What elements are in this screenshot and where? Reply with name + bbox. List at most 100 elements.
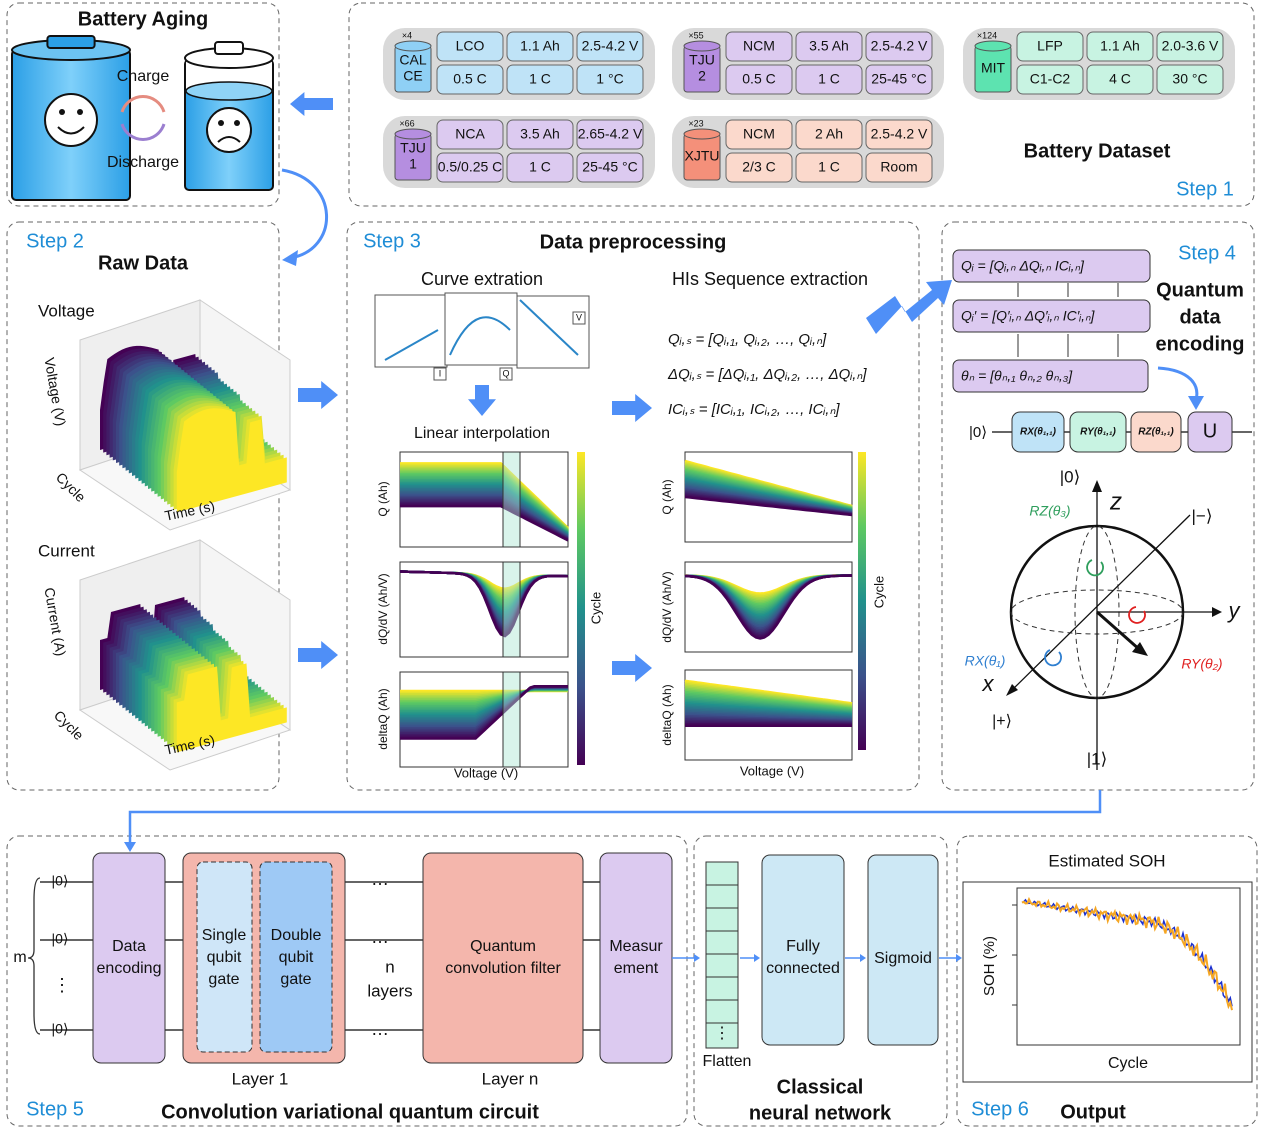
dataset-cell-text: 4 C xyxy=(1109,71,1131,87)
label: Classical xyxy=(777,1076,864,1098)
arrow xyxy=(612,394,652,422)
axis xyxy=(1009,514,1191,693)
dataset-cell-text: LCO xyxy=(456,38,485,54)
circuit-block xyxy=(92,852,166,1064)
flatten-cell xyxy=(705,884,739,909)
curve-tag xyxy=(499,367,513,381)
plot-curve xyxy=(684,495,853,517)
dataset-cell-text: NCA xyxy=(455,126,485,142)
dataset-cell xyxy=(506,152,574,183)
flatten-cell xyxy=(705,907,739,932)
label: Double xyxy=(271,927,322,944)
gate xyxy=(1069,411,1127,453)
dataset-name: MIT xyxy=(981,60,1006,76)
dataset-cell xyxy=(795,31,863,62)
label: HIs Sequence extraction xyxy=(672,269,868,289)
surface-slice xyxy=(176,663,287,753)
label: Raw Data xyxy=(98,252,189,274)
label: gate xyxy=(208,971,239,988)
label: Linear interpolation xyxy=(414,425,550,442)
battery-cap xyxy=(214,41,244,55)
state-vector xyxy=(1096,610,1141,652)
label: |0⟩ xyxy=(52,873,69,889)
curved-arrow xyxy=(1157,366,1199,401)
equation-box xyxy=(952,249,1151,283)
dataset-cell xyxy=(1156,31,1224,62)
label: encoding xyxy=(1156,333,1245,355)
label: Cycle xyxy=(588,592,603,625)
dataset-cell-text: NCM xyxy=(743,126,775,142)
colorbar xyxy=(858,452,866,750)
label: qubit xyxy=(207,949,242,966)
label: Quantum xyxy=(1156,279,1244,301)
label: layers xyxy=(367,981,412,1000)
dataset-cell-text: 0.5 C xyxy=(742,71,775,87)
label: Qᵢ = [Qᵢ,ₙ ΔQᵢ,ₙ ICᵢ,ₙ] xyxy=(961,258,1085,274)
arrow-head xyxy=(282,250,298,266)
curve-tag xyxy=(433,367,447,381)
dataset-name: CE xyxy=(403,68,422,84)
dataset-cell xyxy=(1086,31,1154,62)
dataset-cell xyxy=(436,64,504,95)
battery-level xyxy=(185,81,273,101)
curve xyxy=(449,316,511,356)
label: Step 1 xyxy=(1176,178,1234,200)
gate xyxy=(1187,411,1233,453)
dataset-cell-text: 0.5 C xyxy=(453,71,486,87)
curve xyxy=(519,299,579,356)
label: |1⟩ xyxy=(1087,749,1108,768)
arrow-head xyxy=(860,954,866,962)
plot-frame xyxy=(1016,887,1241,1046)
label: Step 3 xyxy=(363,230,421,252)
flatten-cell xyxy=(705,953,739,978)
label: Data xyxy=(112,938,146,955)
face xyxy=(44,93,98,147)
label: RX(θ₁,₁) xyxy=(1020,427,1057,438)
dataset-cell-text: 3.5 Ah xyxy=(809,38,849,54)
label: Charge xyxy=(117,68,170,85)
dataset-name: 1 xyxy=(409,156,417,172)
dataset-name: TJU xyxy=(689,52,715,68)
dataset-cell-text: LFP xyxy=(1037,38,1063,54)
eye xyxy=(77,109,83,115)
dataset-cell-text: 1 C xyxy=(818,159,840,175)
label: ICᵢ,ₛ = [ICᵢ,₁, ICᵢ,₂, …, ICᵢ,ₙ] xyxy=(668,401,840,418)
label: … xyxy=(371,869,389,889)
dataset-cell-text: 2.5-4.2 V xyxy=(871,126,928,142)
dataset-cell-text: C1-C2 xyxy=(1030,71,1071,87)
dataset-cell xyxy=(1016,31,1084,62)
label: Curve extration xyxy=(421,269,543,289)
vector-head xyxy=(1132,642,1148,656)
cell-icon-top xyxy=(394,128,432,140)
label: deltaQ (Ah) xyxy=(660,684,674,745)
highlight-band xyxy=(502,671,521,768)
dataset-cell-text: 25-45 °C xyxy=(582,159,637,175)
label: connected xyxy=(766,960,840,977)
axis-head xyxy=(1212,607,1222,617)
dataset-cell xyxy=(865,31,933,62)
label: |0⟩ xyxy=(52,1021,69,1037)
connector xyxy=(128,790,1102,844)
dataset-cell-text: 3.5 Ah xyxy=(520,126,560,142)
colorbar xyxy=(577,452,585,765)
label: qubit xyxy=(279,949,314,966)
label: ⋮ xyxy=(53,975,71,995)
cell-count: ×4 xyxy=(402,30,412,40)
dataset-cell xyxy=(436,152,504,183)
arrow-head xyxy=(1188,396,1204,410)
label: Q (Ah) xyxy=(660,479,674,514)
eye xyxy=(59,109,65,115)
dataset-cell-text: 1.1 Ah xyxy=(520,38,560,54)
axis-head xyxy=(1006,684,1018,696)
dataset-cell xyxy=(506,119,574,150)
dataset-cell xyxy=(725,119,793,150)
arrow xyxy=(298,381,338,409)
cell-count: ×66 xyxy=(399,118,414,128)
label: Layer n xyxy=(482,1069,539,1088)
rot-arrow xyxy=(1086,559,1104,577)
gate-block xyxy=(259,861,333,1053)
dataset-cell-text: 30 °C xyxy=(1172,71,1207,87)
dataset-cell xyxy=(506,64,574,95)
label: RY(θ₁,₁) xyxy=(1080,427,1116,438)
